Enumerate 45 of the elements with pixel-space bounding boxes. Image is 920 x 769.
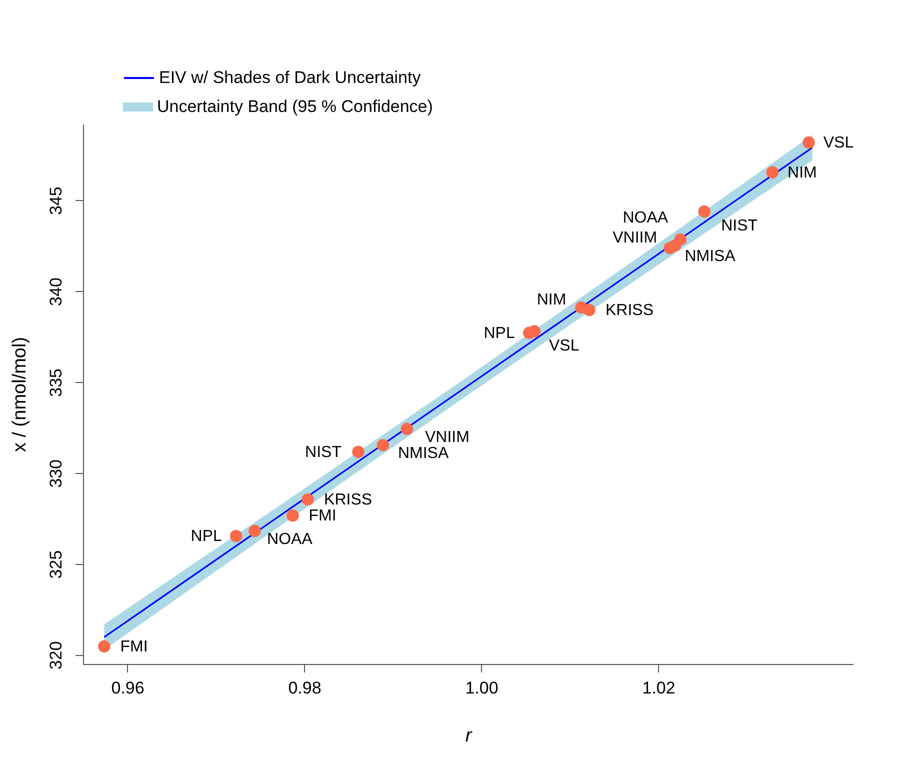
point — [583, 304, 596, 316]
annotation: NMISA — [684, 248, 736, 265]
y-tick-label: 330 — [46, 459, 66, 488]
y-tick-label: 345 — [46, 186, 66, 216]
point — [98, 640, 110, 652]
y-tick-label: 340 — [46, 278, 66, 306]
annotation: NIM — [788, 164, 817, 182]
x-tick-label: 0.98 — [288, 678, 322, 698]
legend-label: Uncertainty Band (95 % Confidence) — [157, 97, 433, 116]
y-tick-label: 335 — [46, 368, 66, 397]
annotation: NOAA — [267, 530, 313, 548]
point — [352, 446, 364, 458]
annotation: NIST — [305, 444, 342, 461]
y-tick-label: 320 — [46, 641, 66, 670]
annotation: VSL — [823, 134, 854, 152]
annotation: NPL — [190, 528, 222, 545]
y-tick-label: 325 — [46, 550, 66, 579]
annotation: NIM — [536, 291, 566, 308]
point — [230, 530, 242, 542]
annotation: NIST — [721, 217, 758, 234]
point — [302, 493, 314, 506]
annotation: FMI — [120, 638, 148, 656]
annotation: NPL — [484, 324, 515, 342]
point — [802, 136, 815, 149]
legend-label: EIV w/ Shades of Dark Uncertainty — [159, 68, 422, 87]
annotation: KRISS — [324, 491, 372, 508]
point — [674, 233, 687, 246]
y-axis-title: x / (nmol/mol) — [10, 336, 30, 452]
annotation: NMISA — [398, 445, 449, 462]
point — [766, 166, 779, 178]
annotation: FMI — [308, 508, 336, 525]
point — [248, 524, 261, 538]
x-tick-label: 1.00 — [465, 678, 498, 698]
point — [376, 438, 390, 452]
point — [286, 510, 299, 522]
annotation: VNIIM — [424, 428, 470, 446]
annotation: VSL — [549, 337, 580, 354]
x-tick-label: 0.96 — [111, 678, 144, 698]
annotation: NOAA — [622, 209, 668, 226]
point — [400, 422, 414, 436]
annotation: KRISS — [605, 302, 654, 319]
point — [698, 205, 710, 218]
annotation: VNIIM — [612, 229, 658, 246]
x-tick-label: 1.02 — [642, 678, 676, 698]
x-axis-title: r — [465, 726, 472, 746]
